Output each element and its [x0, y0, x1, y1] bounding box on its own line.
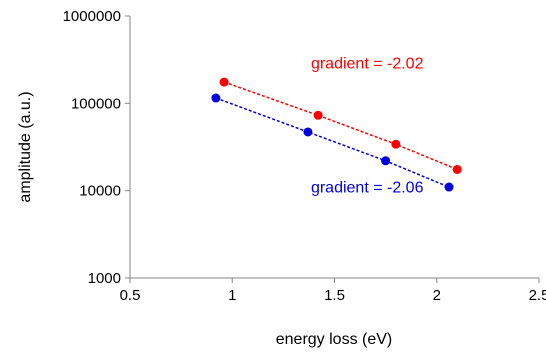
x-tick-label: 2: [433, 287, 441, 304]
series-line: [215, 97, 450, 188]
x-tick-label: 1.5: [324, 287, 345, 304]
gradient-annotation: gradient = -2.02: [311, 56, 424, 73]
series-2: [211, 93, 454, 192]
y-tick-label: 100000: [71, 95, 121, 112]
x-axis-title: energy loss (eV): [276, 331, 393, 348]
data-point: [219, 77, 229, 87]
data-point: [303, 127, 313, 137]
y-tick-label: 1000: [88, 270, 121, 287]
x-tick-label: 1: [228, 287, 236, 304]
x-tick-label: 2.5: [529, 287, 546, 304]
data-point: [381, 156, 391, 166]
gradient-annotation: gradient = -2.06: [311, 180, 424, 197]
y-axis-title: amplitude (a.u.): [17, 91, 34, 202]
ticks-layer: 0.5 1 1.5 2 2.5 1000 10000 100000 1000000: [63, 8, 546, 304]
series-line: [223, 81, 458, 171]
data-point: [211, 93, 221, 103]
plot-area: [130, 16, 539, 278]
annotation-layer: gradient = -2.02 gradient = -2.06: [311, 56, 424, 197]
series-layer: [211, 77, 462, 192]
data-point: [391, 139, 401, 149]
data-point: [313, 110, 323, 120]
y-tick-label: 1000000: [63, 8, 121, 25]
data-point: [452, 164, 462, 174]
data-point: [444, 182, 454, 192]
y-tick-label: 10000: [79, 183, 121, 200]
series-1: [219, 77, 462, 174]
x-tick-label: 0.5: [120, 287, 141, 304]
